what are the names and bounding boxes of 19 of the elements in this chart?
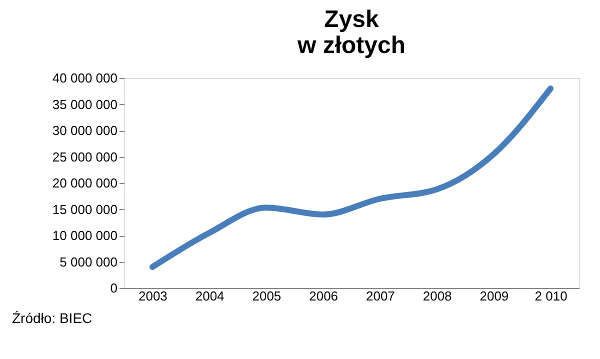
y-tick-label: 10 000 000: [52, 228, 118, 243]
y-tick-label: 35 000 000: [52, 96, 118, 112]
y-tick-label: 25 000 000: [52, 149, 118, 164]
y-tick-label: 0: [110, 280, 118, 296]
y-tick-label: 5 000 000: [60, 254, 118, 270]
y-tick-label: 40 000 000: [52, 70, 118, 86]
y-tick-label: 15 000 000: [52, 202, 118, 217]
y-tick-label: 30 000 000: [52, 123, 118, 138]
chart-title: Zysk w złotych: [296, 6, 406, 59]
y-tick-label: 20 000 000: [52, 176, 118, 190]
x-tick-label: 2004: [195, 288, 224, 304]
x-tick-label: 2006: [309, 288, 338, 304]
x-tick-label: 2009: [480, 288, 509, 304]
x-tick-label: 2008: [422, 288, 452, 304]
x-tick-label: 2 010: [534, 288, 568, 304]
x-tick-label: 2007: [366, 288, 395, 304]
text: Źródło: BIEC: [12, 310, 92, 326]
x-tick-label: 2003: [138, 288, 168, 304]
x-tick-label: 2005: [252, 288, 282, 304]
